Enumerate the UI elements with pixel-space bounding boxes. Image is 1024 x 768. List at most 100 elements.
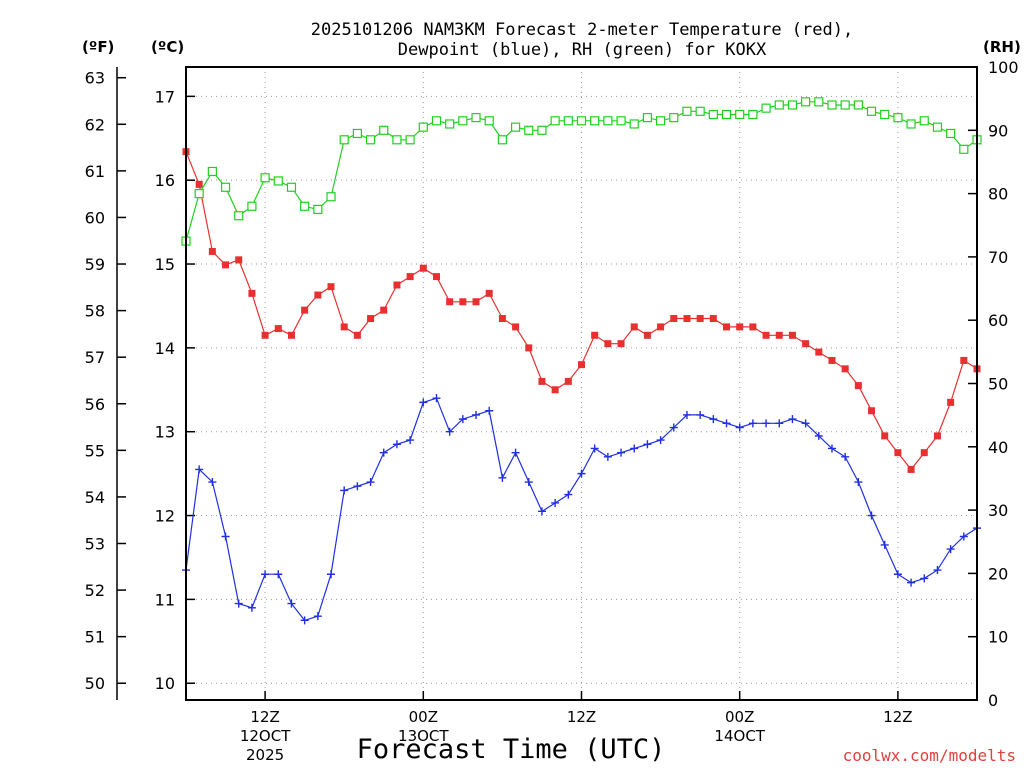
data-point	[960, 356, 968, 364]
data-point	[551, 386, 559, 394]
data-point	[801, 419, 810, 428]
data-point	[207, 166, 217, 177]
fahrenheit-tick-label: 53	[85, 534, 105, 553]
rh-tick-label: 40	[988, 438, 1008, 457]
fahrenheit-tick-label: 59	[85, 255, 105, 274]
data-point	[696, 410, 705, 419]
data-point	[735, 109, 745, 120]
data-point	[828, 356, 836, 364]
data-point	[419, 398, 428, 407]
data-point	[947, 398, 955, 406]
gridlines	[186, 67, 977, 700]
data-point	[787, 100, 798, 110]
data-point	[708, 109, 718, 120]
data-point	[761, 103, 771, 113]
data-point	[380, 306, 388, 314]
data-point	[920, 574, 929, 583]
rh-unit-label: (RH)	[983, 38, 1021, 56]
data-point	[511, 448, 520, 457]
rh-tick-label: 90	[988, 121, 1008, 140]
data-point	[367, 315, 375, 323]
data-point	[907, 578, 916, 587]
series-relative-humidity	[181, 97, 982, 246]
data-point	[551, 498, 560, 507]
data-point	[723, 323, 731, 331]
data-point	[286, 182, 297, 192]
rh-tick-label: 30	[988, 501, 1008, 520]
data-point	[327, 570, 336, 579]
data-point	[537, 507, 546, 516]
data-point	[472, 410, 481, 419]
rh-tick-label: 60	[988, 311, 1008, 330]
series-temperature	[182, 148, 981, 473]
data-point	[814, 97, 824, 107]
rh-axis: 0 10 20 30 40 50 60 70 80 90 100	[968, 58, 1019, 710]
data-point	[406, 273, 414, 281]
rh-tick-label: 70	[988, 248, 1008, 267]
data-point	[591, 331, 599, 339]
data-point	[617, 340, 625, 348]
data-point	[485, 289, 493, 297]
data-point	[946, 545, 955, 554]
data-point	[920, 449, 928, 457]
data-point	[709, 315, 717, 323]
data-point	[642, 113, 653, 123]
data-point	[432, 273, 440, 281]
data-point	[273, 176, 283, 186]
time-tick-year: 2025	[246, 746, 284, 764]
data-point	[313, 612, 322, 621]
fahrenheit-tick-label: 57	[85, 348, 105, 367]
celsius-tick-label: 15	[155, 255, 175, 274]
celsius-tick-label: 13	[155, 423, 175, 442]
data-point	[512, 323, 520, 331]
data-point	[208, 478, 217, 487]
data-point	[775, 331, 783, 339]
data-point	[603, 116, 613, 126]
data-point	[538, 377, 546, 385]
celsius-axis: 10 11 12 13 14 15 16 17	[155, 87, 195, 693]
data-point	[827, 100, 837, 110]
data-point	[392, 135, 402, 145]
data-point	[221, 532, 230, 541]
data-point	[446, 298, 454, 306]
series-dewpoint	[182, 394, 981, 625]
data-point	[932, 122, 943, 132]
x-axis-title: Forecast Time (UTC)	[357, 734, 666, 765]
data-point	[630, 323, 638, 331]
fahrenheit-tick-label: 63	[85, 69, 105, 88]
data-point	[525, 344, 533, 352]
time-tick-date: 14OCT	[714, 727, 765, 745]
data-point	[748, 419, 757, 428]
fahrenheit-axis: 50 51 52 53 54 55 56 57 58 59 60 61 62 63	[85, 67, 126, 700]
data-point	[854, 478, 863, 487]
data-point	[748, 109, 758, 120]
time-tick-label: 00Z	[725, 708, 754, 726]
data-point	[669, 423, 678, 432]
celsius-tick-label: 10	[155, 674, 175, 693]
time-tick-date: 12OCT	[240, 727, 291, 745]
data-point	[550, 116, 560, 126]
data-point	[300, 201, 310, 211]
data-point	[419, 264, 427, 272]
data-point	[498, 473, 507, 482]
celsius-tick-label: 14	[155, 339, 175, 358]
data-point	[946, 128, 956, 139]
celsius-unit-label: (ºC)	[151, 38, 184, 56]
data-point	[736, 323, 744, 331]
data-point	[484, 116, 494, 126]
fahrenheit-unit-label: (ºF)	[82, 38, 114, 56]
data-point	[392, 440, 401, 449]
data-point	[867, 511, 876, 520]
rh-tick-label: 80	[988, 185, 1008, 204]
data-point	[234, 211, 244, 221]
data-point	[880, 540, 889, 549]
time-tick-label: 12Z	[567, 708, 596, 726]
data-point	[300, 616, 309, 625]
data-point	[722, 419, 731, 428]
data-point	[393, 281, 401, 289]
data-point	[339, 135, 349, 145]
celsius-tick-label: 12	[155, 507, 175, 526]
fahrenheit-tick-label: 50	[85, 674, 105, 693]
data-point	[445, 119, 455, 129]
